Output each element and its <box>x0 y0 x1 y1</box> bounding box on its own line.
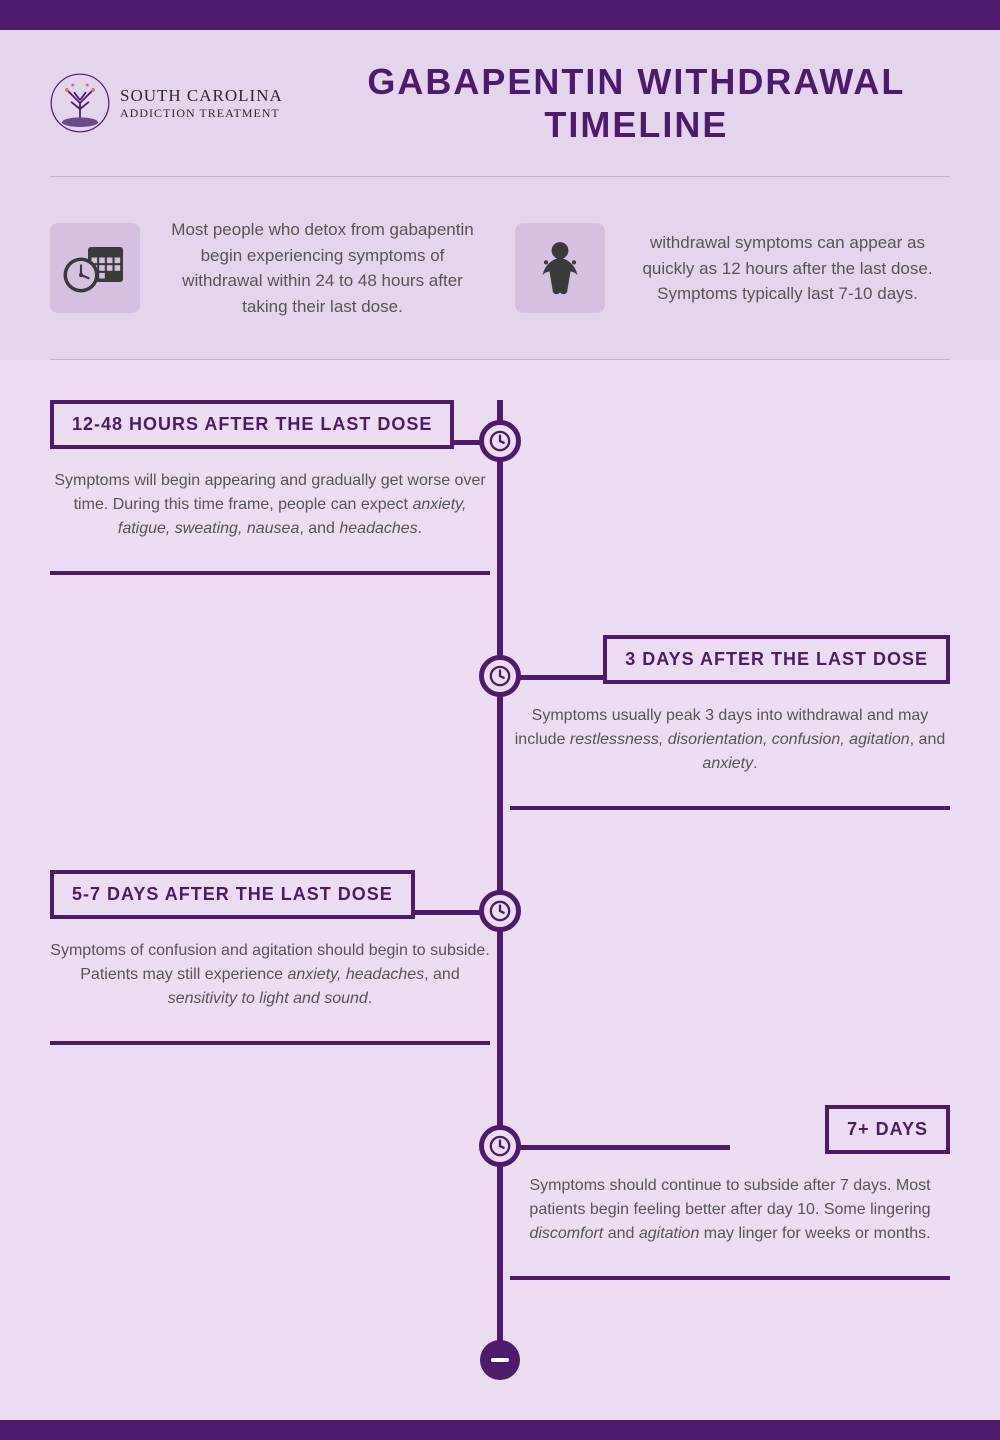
clock-icon <box>479 420 521 462</box>
stage-heading-text: 3 DAYS AFTER THE LAST DOSE <box>625 649 928 670</box>
intro-text-1: Most people who detox from gabapentin be… <box>160 217 485 319</box>
timeline-end-icon <box>480 1340 520 1380</box>
intro-text-2: withdrawal symptoms can appear as quickl… <box>625 230 950 307</box>
top-bar <box>0 0 1000 30</box>
stage-body: Symptoms of confusion and agitation shou… <box>50 939 490 1045</box>
clock-icon <box>479 890 521 932</box>
intro-item-2: withdrawal symptoms can appear as quickl… <box>515 217 950 319</box>
stage-heading-text: 5-7 DAYS AFTER THE LAST DOSE <box>72 884 393 905</box>
stage-connector <box>500 1145 730 1150</box>
bottom-bar <box>0 1420 1000 1440</box>
timeline-stage-1: 12-48 HOURS AFTER THE LAST DOSE Symptoms… <box>50 400 950 575</box>
logo: SOUTH CAROLINA ADDICTION TREATMENT <box>50 73 283 133</box>
stage-body: Symptoms usually peak 3 days into withdr… <box>510 704 950 810</box>
stage-body: Symptoms should continue to subside afte… <box>510 1174 950 1280</box>
intro-row: Most people who detox from gabapentin be… <box>0 177 1000 359</box>
logo-line-2: ADDICTION TREATMENT <box>120 106 283 121</box>
logo-text: SOUTH CAROLINA ADDICTION TREATMENT <box>120 86 283 121</box>
person-icon <box>515 223 605 313</box>
tree-logo-icon <box>50 73 110 133</box>
intro-item-1: Most people who detox from gabapentin be… <box>50 217 485 319</box>
stage-heading-text: 7+ DAYS <box>847 1119 928 1140</box>
timeline-stage-2: 3 DAYS AFTER THE LAST DOSE Symptoms usua… <box>50 635 950 810</box>
stage-heading: 7+ DAYS <box>825 1105 950 1154</box>
calendar-clock-icon <box>50 223 140 313</box>
timeline-stage-4: 7+ DAYS Symptoms should continue to subs… <box>50 1105 950 1280</box>
timeline: 12-48 HOURS AFTER THE LAST DOSE Symptoms… <box>0 360 1000 1420</box>
stage-heading: 3 DAYS AFTER THE LAST DOSE <box>603 635 950 684</box>
clock-icon <box>479 1125 521 1167</box>
page-title: GABAPENTIN WITHDRAWAL TIMELINE <box>323 60 950 146</box>
header: SOUTH CAROLINA ADDICTION TREATMENT GABAP… <box>0 30 1000 176</box>
timeline-stage-3: 5-7 DAYS AFTER THE LAST DOSE Symptoms of… <box>50 870 950 1045</box>
stage-heading-text: 12-48 HOURS AFTER THE LAST DOSE <box>72 414 432 435</box>
stage-heading: 5-7 DAYS AFTER THE LAST DOSE <box>50 870 415 919</box>
logo-line-1: SOUTH CAROLINA <box>120 86 283 106</box>
stage-heading: 12-48 HOURS AFTER THE LAST DOSE <box>50 400 454 449</box>
clock-icon <box>479 655 521 697</box>
stage-body: Symptoms will begin appearing and gradua… <box>50 469 490 575</box>
